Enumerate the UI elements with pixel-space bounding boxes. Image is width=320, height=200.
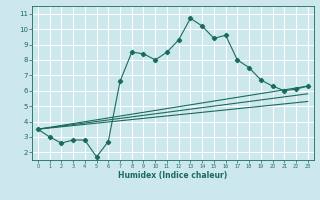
X-axis label: Humidex (Indice chaleur): Humidex (Indice chaleur) [118,171,228,180]
